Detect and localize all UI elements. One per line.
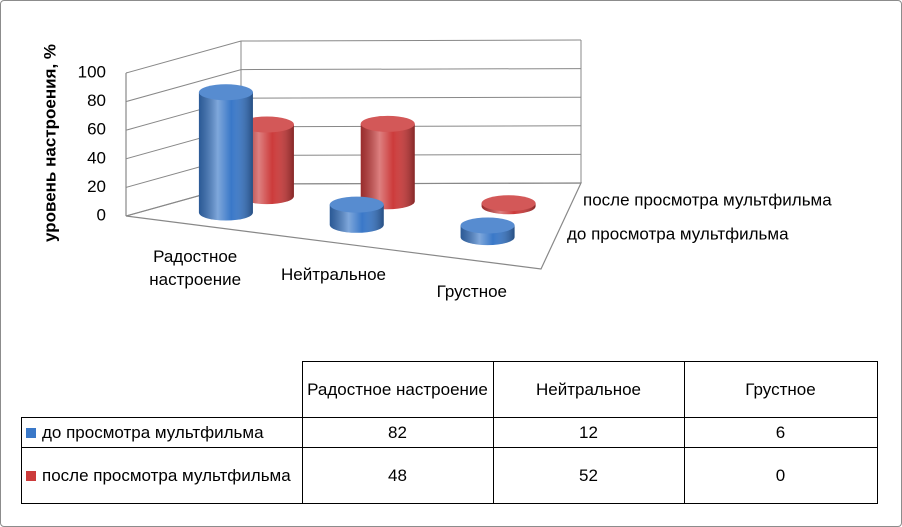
cylinder-top (239, 116, 294, 133)
table-cell: 52 (492, 447, 685, 504)
table-cell: 12 (492, 417, 685, 448)
cylinder-shade (329, 204, 384, 233)
cylinder-top (460, 217, 515, 234)
depth-label: после просмотра мультфильма (583, 190, 832, 209)
y-tick-label: 80 (87, 91, 106, 110)
table-cell: 82 (301, 417, 494, 448)
cylinder-top-light (239, 116, 294, 133)
cylinder-shade (239, 124, 294, 205)
y-tick-label: 100 (78, 62, 106, 81)
table-header: Грустное (683, 361, 878, 418)
data-table: Радостное настроение Нейтральное Грустно… (21, 361, 878, 504)
y-axis-label: уровень настроения, % (40, 44, 59, 242)
grid-line (125, 153, 582, 188)
cylinder (460, 217, 515, 246)
legend-text: после просмотра мультфильма (42, 466, 291, 485)
legend-swatch (26, 428, 36, 438)
cylinder (198, 84, 253, 221)
cylinder-shade (198, 92, 253, 221)
legend-text: до просмотра мультфильма (42, 423, 264, 442)
cylinder (329, 196, 384, 233)
grid-line (125, 96, 582, 131)
cylinder-top-light (481, 195, 536, 212)
table-corner (21, 361, 303, 418)
y-tick-label: 60 (87, 120, 106, 139)
table-row-label: после просмотра мультфильма (21, 447, 303, 504)
table-header: Нейтральное (492, 361, 685, 418)
cylinder (481, 195, 536, 215)
y-tick-label: 0 (97, 205, 106, 224)
cylinder-top-light (329, 196, 384, 213)
cylinder-top-light (360, 115, 415, 132)
x-tick-label: Радостное настроение (149, 246, 242, 289)
cylinder-top-light (198, 84, 253, 101)
x-tick-label: Грустное (436, 282, 508, 302)
cylinder (360, 115, 415, 210)
grid-line (125, 125, 582, 160)
cylinder-top (198, 84, 253, 101)
y-tick-label: 20 (87, 177, 106, 196)
cylinder (239, 116, 294, 205)
cylinder-shade (360, 123, 415, 210)
table-header: Радостное настроение (301, 361, 494, 418)
legend-swatch (26, 471, 36, 481)
depth-label: до просмотра мультфильма (567, 225, 789, 244)
x-tick-label: Нейтральное (281, 264, 386, 284)
table-cell: 6 (683, 417, 878, 448)
table-cell: 0 (683, 447, 878, 504)
cylinder-top (360, 115, 415, 132)
cylinder-top (329, 196, 384, 213)
grid-line (125, 39, 582, 74)
cylinder-top (481, 195, 536, 212)
table-cell: 48 (301, 447, 494, 504)
grid-line (125, 68, 582, 103)
table-row-label: до просмотра мультфильма (21, 417, 303, 448)
y-tick-label: 40 (87, 148, 106, 167)
cylinder-top-light (460, 217, 515, 234)
